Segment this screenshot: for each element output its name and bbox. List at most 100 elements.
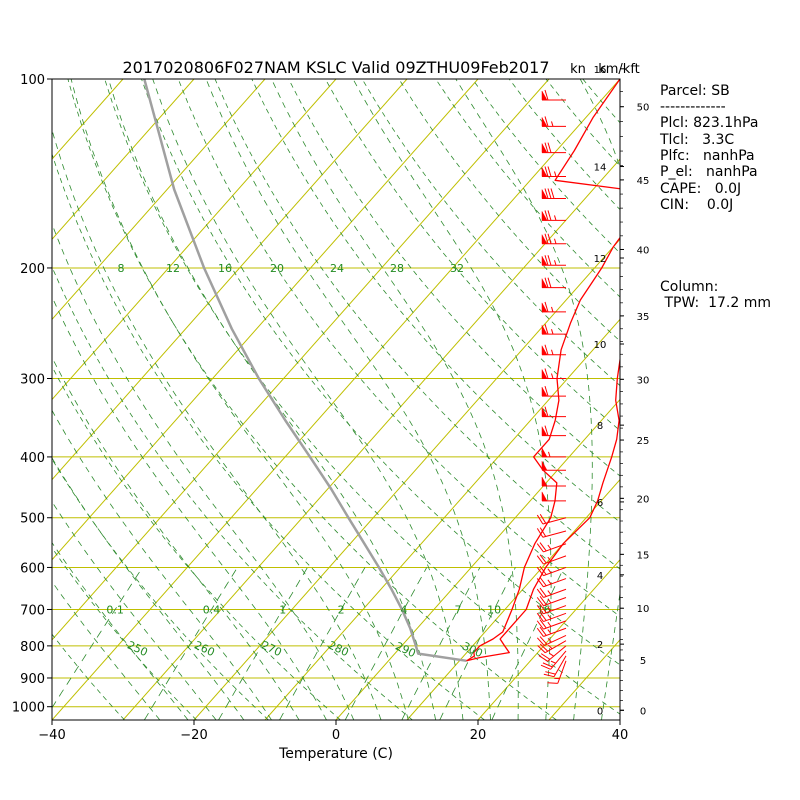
isotherm-line <box>264 318 620 720</box>
barb-flag <box>544 406 549 417</box>
barb-half-flag <box>550 660 556 664</box>
barb-shaft <box>544 634 567 647</box>
barb-half-flag <box>551 306 554 313</box>
barb-flag <box>544 166 549 177</box>
barb-flag <box>539 604 547 614</box>
isotherm-line <box>52 79 266 321</box>
wind-barb <box>541 446 566 458</box>
kft-tick-label: 20 <box>637 494 650 505</box>
barb-flag <box>536 528 544 538</box>
mixing-ratio-label: 0.4 <box>203 603 221 616</box>
wind-barb <box>541 89 566 101</box>
isotherm-line <box>52 79 124 160</box>
barb-flag <box>547 277 552 288</box>
barb-pennant <box>541 344 548 356</box>
barb-half-flag <box>551 121 554 127</box>
wind-barb <box>536 604 567 615</box>
kft-tick-label: 25 <box>637 436 650 447</box>
dry-adiabat-line <box>214 79 620 570</box>
barb-flag <box>547 188 552 199</box>
barb-shaft <box>543 597 567 607</box>
wind-barb <box>541 385 566 397</box>
wind-barb <box>536 577 567 588</box>
barb-shaft <box>543 543 567 553</box>
barb-flag <box>539 587 547 597</box>
x-axis-label: Temperature (C) <box>278 746 393 762</box>
barb-shaft <box>557 660 567 684</box>
saturated-adiabat-line <box>271 79 519 720</box>
isotherm-line <box>52 79 195 241</box>
barb-flag <box>544 277 549 288</box>
barb-half-flag <box>547 568 552 574</box>
pel-value: P_el: nanhPa <box>660 164 758 180</box>
wind-barb <box>541 490 566 502</box>
wind-barb <box>536 554 567 565</box>
barb-pennant <box>541 446 548 458</box>
chart-title: 2017020806F027NAM KSLC Valid 09ZTHU09Feb… <box>122 58 549 77</box>
isotherm-line <box>52 79 53 80</box>
wind-barb <box>536 619 567 630</box>
profile-lines <box>143 79 620 663</box>
barb-half-flag <box>548 644 553 650</box>
wind-barb <box>536 596 567 607</box>
km-tick-label: 6 <box>597 498 603 509</box>
saturated-adiabat-line <box>52 500 217 720</box>
wind-barb <box>536 565 567 577</box>
x-tick-label: 40 <box>612 728 629 743</box>
panel-divider: ------------- <box>660 99 726 115</box>
x-tick-label: 0 <box>332 728 340 743</box>
mixing-ratio-label: 10 <box>487 603 501 616</box>
saturated-adiabat-label: 8 <box>118 262 125 275</box>
barb-half-flag <box>547 598 552 604</box>
barb-half-flag <box>551 329 554 335</box>
saturated-adiabat-label: 24 <box>330 262 344 275</box>
barb-flag <box>540 653 551 660</box>
mixing-ratio-label: 4 <box>400 603 407 616</box>
barb-half-flag <box>554 215 557 221</box>
barb-half-flag <box>549 652 555 657</box>
dry-adiabat-line <box>52 718 53 720</box>
saturated-adiabat-line <box>52 222 355 720</box>
mixing-ratio-label: 7 <box>455 603 462 616</box>
barb-half-flag <box>547 614 552 620</box>
mixing-ratio-line <box>218 567 308 720</box>
tpw-value: TPW: 17.2 mm <box>660 295 771 311</box>
parcel-label: Parcel: SB <box>660 83 730 99</box>
barb-half-flag <box>554 260 557 266</box>
barb-pennant <box>541 460 548 471</box>
barb-flag <box>542 662 553 668</box>
barb-flag <box>539 514 547 524</box>
barb-flag <box>544 188 549 199</box>
barb-flag <box>536 612 544 622</box>
barb-flag <box>547 210 552 221</box>
barb-flag <box>545 671 556 675</box>
pressure-tick-label: 700 <box>20 603 45 618</box>
kft-tick-label: 10 <box>637 604 650 615</box>
barb-half-flag <box>547 637 552 643</box>
barb-half-flag <box>547 579 552 585</box>
barb-flag <box>539 643 549 652</box>
barb-flag <box>536 588 544 598</box>
barb-half-flag <box>547 590 552 596</box>
km-tick-label: 12 <box>594 254 607 265</box>
mixing-ratio-label: 1 <box>279 603 286 616</box>
wind-barb <box>541 116 566 127</box>
barb-flag <box>536 543 544 553</box>
wind-barb <box>536 587 567 598</box>
barb-pennant <box>541 142 548 153</box>
barb-flag <box>539 619 547 629</box>
cin-value: CIN: 0.0J <box>660 197 733 213</box>
barb-half-flag <box>547 621 552 627</box>
saturated-adiabat-line <box>70 79 409 720</box>
wind-barb <box>536 527 567 538</box>
unit-kn-label: kn <box>570 62 586 77</box>
barb-half-flag <box>554 171 557 177</box>
barb-pennant <box>541 406 548 417</box>
wind-barb <box>536 611 567 623</box>
barb-flag <box>544 385 549 397</box>
barb-pennant <box>541 368 548 379</box>
barb-pennant <box>541 255 548 266</box>
pressure-tick-label: 300 <box>20 372 45 387</box>
pressure-tick-label: 900 <box>20 672 45 687</box>
barb-flag <box>536 555 544 565</box>
